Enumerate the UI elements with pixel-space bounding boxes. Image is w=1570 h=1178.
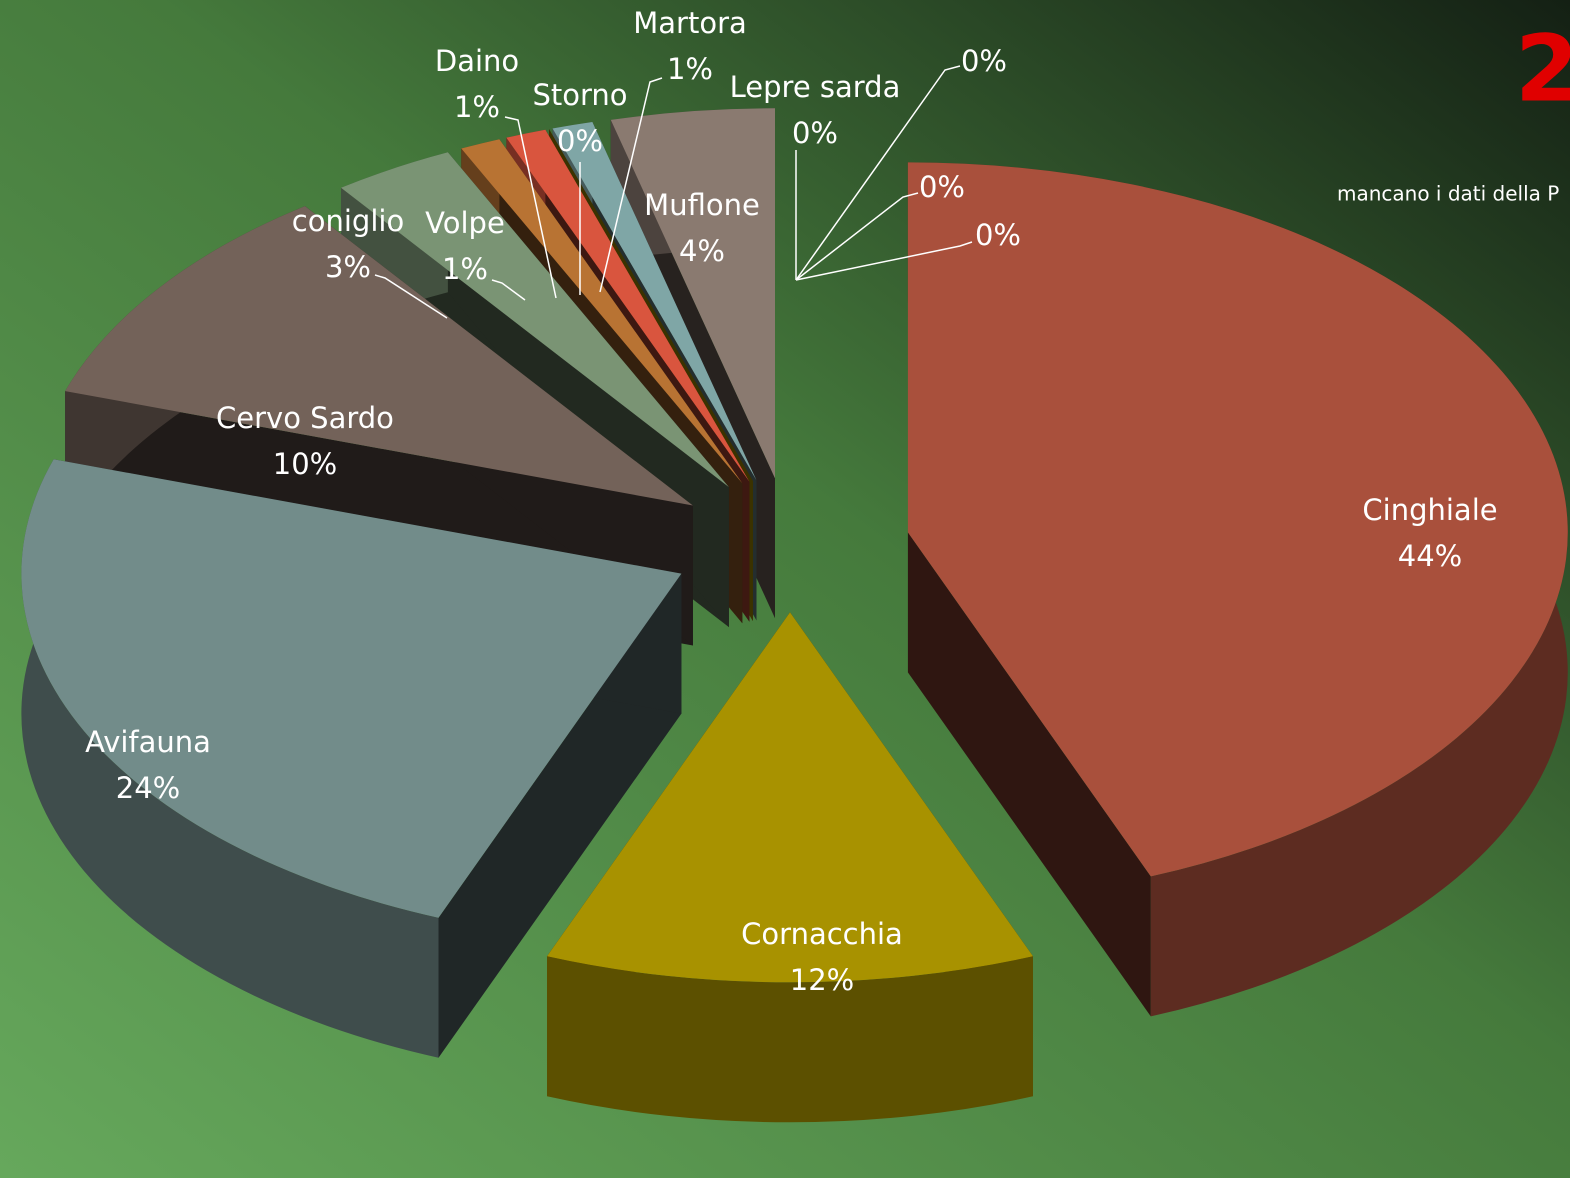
slice-label: Martora (633, 6, 747, 40)
leader-line (795, 192, 919, 281)
slice-label: coniglio (292, 204, 404, 238)
slice-label: Cervo Sardo (216, 401, 394, 435)
slice (341, 152, 729, 488)
slice (552, 122, 757, 481)
chart-title: 2 (1515, 15, 1570, 122)
slice-value-label: 1% (454, 90, 500, 124)
slice-group (21, 459, 682, 1058)
slice (610, 108, 775, 479)
slice-label: Lepre sarda (730, 70, 901, 104)
pie (21, 108, 1568, 1123)
slice (65, 206, 693, 506)
slice-label: Daino (435, 44, 519, 78)
slice-value-label: 3% (325, 250, 371, 284)
slice-value-label: 0% (975, 218, 1021, 252)
slice (461, 139, 743, 484)
slice-value-label: 4% (679, 234, 725, 268)
chart-subtitle: mancano i dati della P (1337, 182, 1559, 206)
slice-value-label: 12% (790, 963, 854, 997)
slice (506, 129, 750, 482)
slice-rim (547, 956, 1033, 1123)
slice-value-label: 0% (792, 116, 838, 150)
slice-rim (21, 459, 439, 1058)
slice (549, 129, 753, 481)
slice (907, 162, 1568, 877)
leader-line (795, 241, 973, 281)
leader-line (795, 65, 961, 281)
slice-label: Volpe (425, 206, 505, 240)
leader-line (504, 116, 557, 299)
slice-value-label: 10% (273, 447, 337, 481)
slice-label: Cornacchia (741, 917, 903, 951)
slice-label: Cinghiale (1362, 493, 1497, 527)
leader-line (491, 279, 526, 301)
slice-label: Avifauna (85, 725, 211, 759)
labels: Cinghiale 44% Cornacchia 12% Avifauna 24% Cerv… (85, 6, 1498, 997)
leader-line (599, 77, 663, 293)
slice-side (907, 532, 1151, 1017)
slice-value-label: 0% (919, 170, 965, 204)
slice-label: Muflone (644, 188, 760, 222)
slice-value-label: 44% (1398, 539, 1462, 573)
slice-value-label: 0% (557, 124, 603, 158)
slice-value-label: 1% (442, 252, 488, 286)
slice-value-label: 24% (116, 771, 180, 805)
slice-value-label: 1% (667, 52, 713, 86)
slice-label: Storno (532, 78, 627, 112)
slice (21, 459, 682, 918)
slice-group (907, 162, 1568, 1017)
slice-value-label: 0% (961, 44, 1007, 78)
slice (547, 612, 1033, 983)
slice-group (547, 612, 1033, 1123)
leader-line (374, 274, 448, 319)
